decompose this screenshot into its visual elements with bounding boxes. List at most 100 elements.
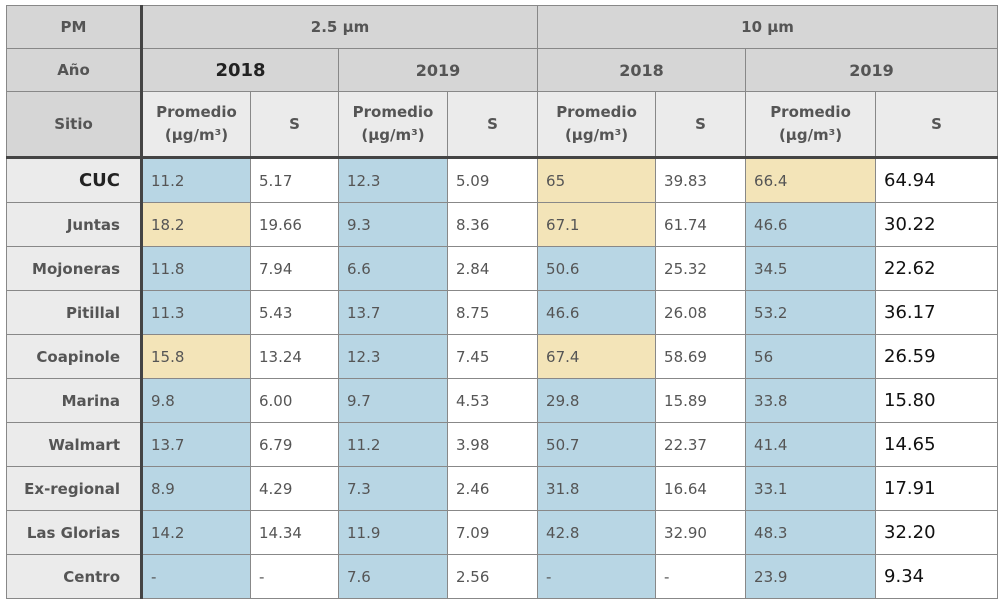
s-cell: 8.75 <box>446 290 539 335</box>
s-cell: 2.56 <box>446 554 539 599</box>
promedio-cell: - <box>537 554 657 599</box>
promedio-header: Promedio (µg/m³) <box>141 91 251 159</box>
promedio-cell: 33.8 <box>745 378 877 423</box>
s-cell: 39.83 <box>655 157 747 203</box>
s-cell: - <box>655 554 747 599</box>
promedio-cell: 42.8 <box>537 510 657 555</box>
table-row: Juntas 18.2 19.66 9.3 8.36 67.1 61.74 46.6 30.22 <box>6 202 999 247</box>
promedio-cell: 41.4 <box>745 422 877 467</box>
promedio-cell: 7.3 <box>338 466 448 511</box>
promedio-cell: - <box>141 554 251 599</box>
header-cell: 10 µm <box>537 5 999 49</box>
promedio-cell: 11.8 <box>141 246 251 291</box>
s-cell: 15.80 <box>875 378 999 423</box>
promedio-cell: 67.4 <box>537 334 657 379</box>
promedio-cell: 13.7 <box>141 422 251 467</box>
promedio-cell: 31.8 <box>537 466 657 511</box>
site-name: Ex-regional <box>6 466 143 511</box>
s-cell: 7.94 <box>250 246 339 291</box>
s-cell: 7.09 <box>446 510 539 555</box>
promedio-cell: 11.2 <box>338 422 448 467</box>
header-cell: Sitio <box>6 91 143 159</box>
table-row: Pitillal 11.3 5.43 13.7 8.75 46.6 26.08 53.2 36.… <box>6 290 999 335</box>
table-row: PM 2.5 µm 10 µm <box>6 5 999 49</box>
s-cell: 30.22 <box>875 202 999 247</box>
s-cell: 7.45 <box>446 334 539 379</box>
promedio-cell: 46.6 <box>745 202 877 247</box>
table-row: Marina 9.8 6.00 9.7 4.53 29.8 15.89 33.8 15.80 <box>6 378 999 423</box>
promedio-cell: 18.2 <box>141 202 251 247</box>
site-name: Centro <box>6 554 143 599</box>
s-cell: 16.64 <box>655 466 747 511</box>
site-name: Coapinole <box>6 334 143 379</box>
promedio-cell: 9.7 <box>338 378 448 423</box>
promedio-cell: 50.6 <box>537 246 657 291</box>
s-cell: 61.74 <box>655 202 747 247</box>
site-name: Pitillal <box>6 290 143 335</box>
promedio-cell: 13.7 <box>338 290 448 335</box>
promedio-cell: 46.6 <box>537 290 657 335</box>
year-header: 2018 <box>537 48 747 92</box>
table-row: Ex-regional 8.9 4.29 7.3 2.46 31.8 16.64 33.1 17… <box>6 466 999 511</box>
header-line: (µg/m³) <box>778 126 843 144</box>
year-header: 2018 <box>141 48 339 92</box>
promedio-cell: 7.6 <box>338 554 448 599</box>
site-name: Mojoneras <box>6 246 143 291</box>
s-cell: 6.00 <box>250 378 339 423</box>
site-name: CUC <box>6 157 143 203</box>
s-cell: 3.98 <box>446 422 539 467</box>
table-row: Mojoneras 11.8 7.94 6.6 2.84 50.6 25.32 34.5 22.… <box>6 246 999 291</box>
promedio-cell: 66.4 <box>745 157 877 203</box>
promedio-cell: 50.7 <box>537 422 657 467</box>
header-cell: S <box>446 91 539 159</box>
promedio-cell: 6.6 <box>338 246 448 291</box>
s-cell: 17.91 <box>875 466 999 511</box>
promedio-cell: 34.5 <box>745 246 877 291</box>
promedio-header: Promedio (µg/m³) <box>537 91 657 159</box>
site-name: Walmart <box>6 422 143 467</box>
promedio-cell: 12.3 <box>338 157 448 203</box>
s-cell: 22.37 <box>655 422 747 467</box>
table-body: PM 2.5 µm 10 µm Año 2018 2019 2018 2019 Sitio Pro… <box>6 5 999 599</box>
promedio-cell: 9.3 <box>338 202 448 247</box>
s-cell: 32.20 <box>875 510 999 555</box>
table-row: CUC 11.2 5.17 12.3 5.09 65 39.83 66.4 64.94 <box>6 157 999 203</box>
s-cell: 15.89 <box>655 378 747 423</box>
s-cell: 13.24 <box>250 334 339 379</box>
header-cell: S <box>655 91 747 159</box>
promedio-cell: 29.8 <box>537 378 657 423</box>
promedio-cell: 53.2 <box>745 290 877 335</box>
promedio-cell: 11.3 <box>141 290 251 335</box>
site-name: Marina <box>6 378 143 423</box>
table-row: Año 2018 2019 2018 2019 <box>6 48 999 92</box>
promedio-cell: 8.9 <box>141 466 251 511</box>
promedio-cell: 12.3 <box>338 334 448 379</box>
promedio-cell: 65 <box>537 157 657 203</box>
s-cell: 14.34 <box>250 510 339 555</box>
s-cell: - <box>250 554 339 599</box>
s-cell: 58.69 <box>655 334 747 379</box>
s-cell: 2.46 <box>446 466 539 511</box>
s-cell: 32.90 <box>655 510 747 555</box>
site-name: Las Glorias <box>6 510 143 555</box>
s-cell: 36.17 <box>875 290 999 335</box>
s-cell: 19.66 <box>250 202 339 247</box>
s-cell: 14.65 <box>875 422 999 467</box>
promedio-cell: 56 <box>745 334 877 379</box>
promedio-cell: 11.2 <box>141 157 251 203</box>
s-cell: 22.62 <box>875 246 999 291</box>
header-line: Promedio <box>556 103 637 121</box>
promedio-cell: 14.2 <box>141 510 251 555</box>
header-cell: S <box>875 91 999 159</box>
promedio-header: Promedio (µg/m³) <box>338 91 448 159</box>
promedio-cell: 9.8 <box>141 378 251 423</box>
promedio-cell: 33.1 <box>745 466 877 511</box>
header-line: Promedio <box>352 103 434 121</box>
promedio-cell: 67.1 <box>537 202 657 247</box>
header-line: Promedio <box>770 103 851 121</box>
s-cell: 26.59 <box>875 334 999 379</box>
header-line: (µg/m³) <box>564 126 629 144</box>
s-cell: 6.79 <box>250 422 339 467</box>
header-cell: Año <box>6 48 143 92</box>
